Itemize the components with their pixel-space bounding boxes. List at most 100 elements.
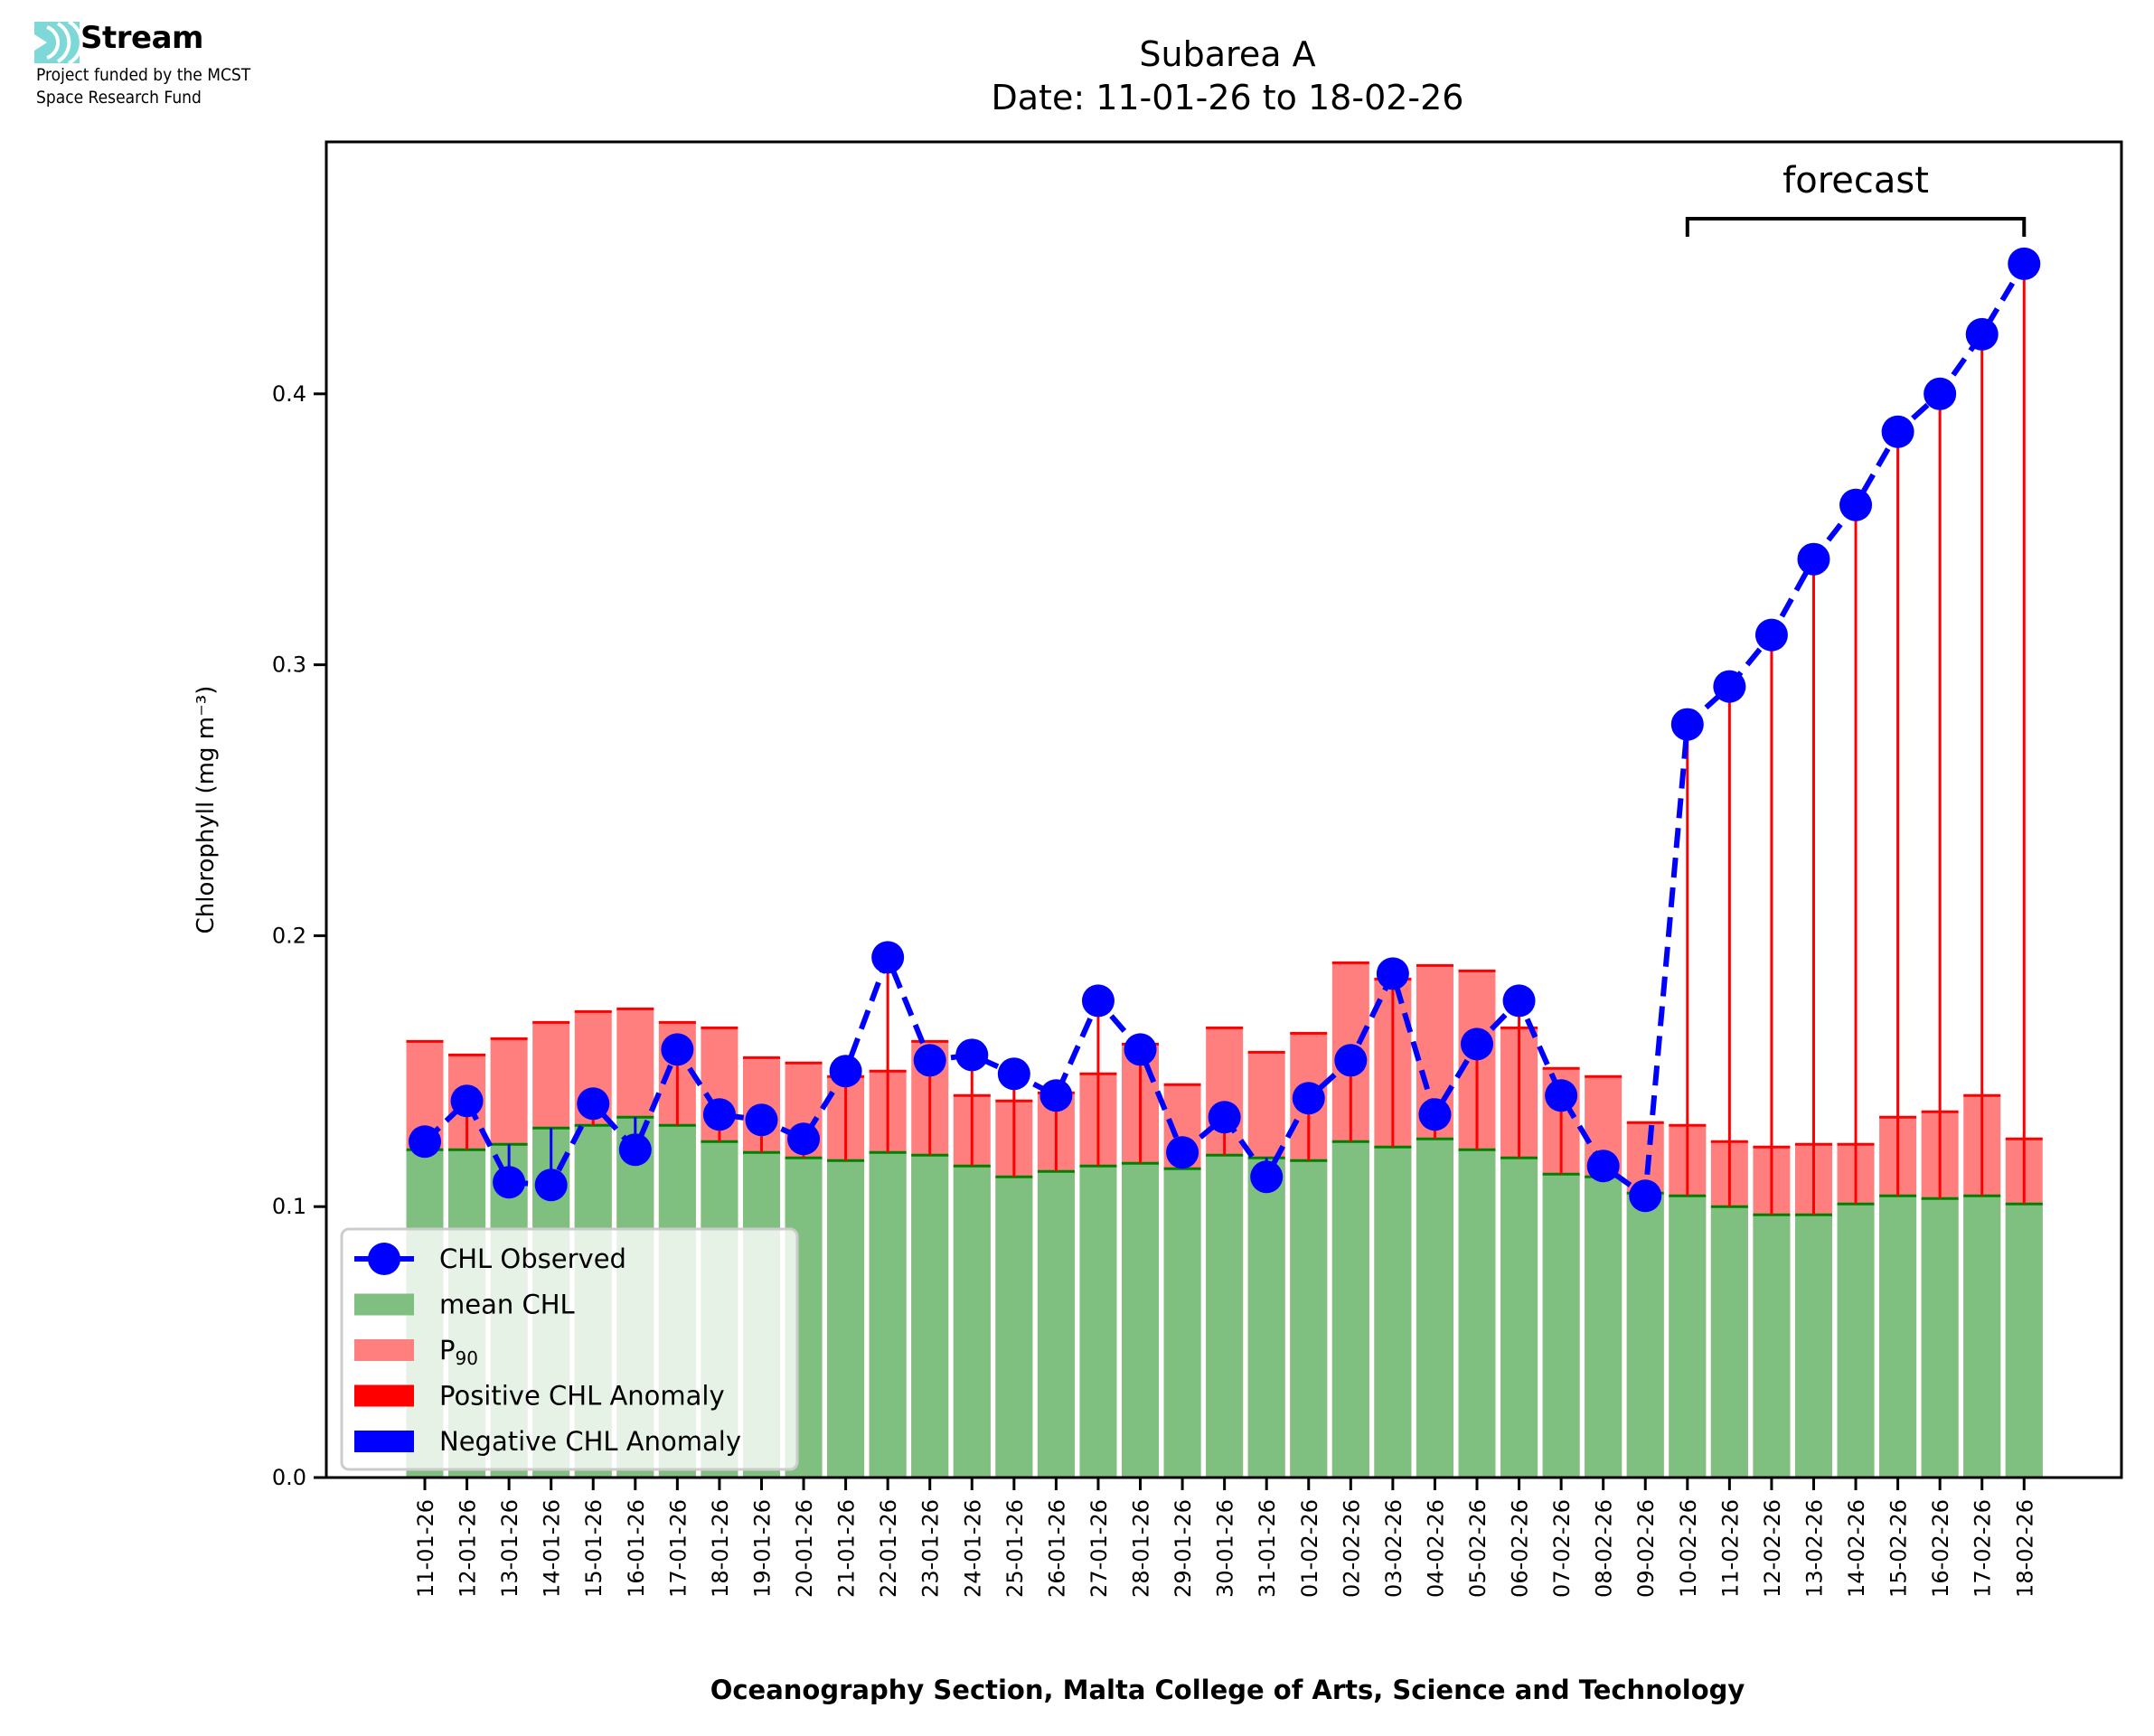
x-tick-label: 11-01-26 bbox=[413, 1499, 438, 1598]
mean-bar bbox=[911, 1155, 949, 1478]
x-tick-label: 29-01-26 bbox=[1171, 1499, 1196, 1598]
y-axis-label: Chlorophyll (mg m⁻³) bbox=[193, 686, 220, 934]
x-tick-label: 06-02-26 bbox=[1508, 1499, 1533, 1598]
mean-bar bbox=[1879, 1196, 1917, 1478]
observed-line-layer bbox=[409, 247, 2041, 1213]
legend-swatch bbox=[354, 1339, 414, 1361]
x-tick-label: 03-02-26 bbox=[1381, 1499, 1406, 1598]
mean-bar bbox=[1079, 1166, 1117, 1478]
forecast-annotation: forecast bbox=[1685, 160, 2027, 237]
observed-point bbox=[1124, 1033, 1157, 1066]
x-tick-label: 13-02-26 bbox=[1801, 1499, 1827, 1598]
mean-bar bbox=[1626, 1193, 1664, 1478]
mean-bar bbox=[1500, 1158, 1538, 1478]
mean-bar bbox=[995, 1177, 1033, 1478]
brand-name: Stream bbox=[80, 20, 203, 56]
observed-point bbox=[1376, 957, 1409, 990]
x-tick-label: 24-01-26 bbox=[960, 1499, 985, 1598]
x-tick-label: 04-02-26 bbox=[1423, 1499, 1448, 1598]
legend-label: mean CHL bbox=[439, 1290, 575, 1320]
observed-point bbox=[1334, 1044, 1368, 1077]
observed-point bbox=[1839, 488, 1873, 521]
x-axis: 11-01-26 12-01-26 13-01-26 14-01-26 15-01-26… bbox=[413, 1478, 2037, 1598]
legend-swatch bbox=[354, 1431, 414, 1452]
stream-logo-icon bbox=[34, 22, 80, 63]
x-tick-label: 20-01-26 bbox=[792, 1499, 817, 1598]
observed-point bbox=[1881, 415, 1914, 448]
x-tick-label: 14-02-26 bbox=[1844, 1499, 1869, 1598]
mean-bar bbox=[1837, 1204, 1875, 1478]
legend-swatch-observed-marker bbox=[368, 1243, 400, 1275]
x-tick-label: 02-02-26 bbox=[1339, 1499, 1364, 1598]
observed-point bbox=[702, 1098, 736, 1131]
x-tick-label: 07-02-26 bbox=[1549, 1499, 1575, 1598]
mean-bar bbox=[2005, 1204, 2043, 1478]
mean-bar bbox=[1542, 1174, 1580, 1478]
x-tick-label: 30-01-26 bbox=[1213, 1499, 1238, 1598]
observed-point bbox=[1586, 1150, 1620, 1183]
observed-point bbox=[829, 1055, 862, 1088]
mean-bar bbox=[1122, 1163, 1160, 1478]
mean-bar bbox=[1458, 1150, 1496, 1478]
x-tick-label: 17-02-26 bbox=[1971, 1499, 1996, 1598]
observed-point bbox=[1797, 542, 1830, 576]
mean-bar bbox=[953, 1166, 991, 1478]
observed-point bbox=[871, 941, 905, 974]
x-tick-label: 18-02-26 bbox=[2012, 1499, 2037, 1598]
x-tick-label: 27-01-26 bbox=[1086, 1499, 1112, 1598]
x-tick-label: 08-02-26 bbox=[1592, 1499, 1617, 1598]
legend-box bbox=[340, 1227, 799, 1471]
y-tick-label: 0.0 bbox=[272, 1465, 306, 1490]
observed-point bbox=[1713, 670, 1746, 703]
observed-point bbox=[1081, 984, 1115, 1018]
mean-bar bbox=[1921, 1198, 1959, 1478]
x-tick-label: 17-01-26 bbox=[665, 1499, 691, 1598]
observed-point bbox=[997, 1057, 1030, 1091]
observed-point bbox=[577, 1087, 610, 1121]
legend-label: Negative CHL Anomaly bbox=[439, 1426, 741, 1457]
observed-point bbox=[1924, 377, 1957, 410]
x-tick-label: 13-01-26 bbox=[497, 1499, 522, 1598]
chart-title-line2: Date: 11-01-26 to 18-02-26 bbox=[992, 78, 1464, 117]
mean-bar bbox=[1753, 1215, 1791, 1478]
observed-point bbox=[1208, 1101, 1241, 1134]
x-tick-label: 01-02-26 bbox=[1297, 1499, 1322, 1598]
x-tick-label: 15-02-26 bbox=[1886, 1499, 1912, 1598]
mean-bar bbox=[1037, 1171, 1075, 1478]
x-tick-label: 16-01-26 bbox=[624, 1499, 649, 1598]
y-tick-label: 0.3 bbox=[272, 652, 306, 678]
observed-point bbox=[1965, 317, 1999, 351]
observed-point bbox=[1039, 1079, 1073, 1112]
funding-note-line2: Space Research Fund bbox=[36, 88, 202, 108]
observed-point bbox=[1292, 1082, 1325, 1115]
funding-note-line1: Project funded by the MCST bbox=[36, 65, 251, 85]
observed-point bbox=[1670, 708, 1704, 741]
mean-bar bbox=[1374, 1147, 1412, 1478]
x-tick-label: 16-02-26 bbox=[1928, 1499, 1953, 1598]
mean-bar bbox=[1585, 1177, 1623, 1478]
y-tick-label: 0.2 bbox=[272, 923, 306, 948]
x-tick-label: 19-01-26 bbox=[749, 1499, 775, 1598]
observed-point bbox=[745, 1103, 778, 1137]
x-tick-label: 28-01-26 bbox=[1129, 1499, 1154, 1598]
x-tick-label: 09-02-26 bbox=[1633, 1499, 1659, 1598]
mean-bar bbox=[1710, 1206, 1748, 1478]
mean-bar bbox=[1963, 1196, 2001, 1478]
x-tick-label: 21-01-26 bbox=[834, 1499, 860, 1598]
legend-label-subscript: 90 bbox=[456, 1347, 478, 1369]
observed-point bbox=[1629, 1179, 1662, 1213]
x-tick-label: 10-02-26 bbox=[1676, 1499, 1701, 1598]
observed-point bbox=[1754, 618, 1788, 652]
observed-point bbox=[913, 1044, 946, 1077]
observed-point bbox=[618, 1133, 652, 1167]
x-tick-label: 25-01-26 bbox=[1002, 1499, 1028, 1598]
x-tick-label: 31-01-26 bbox=[1255, 1499, 1280, 1598]
x-tick-label: 26-01-26 bbox=[1044, 1499, 1069, 1598]
x-tick-label: 18-01-26 bbox=[708, 1499, 733, 1598]
mean-bar bbox=[1206, 1155, 1244, 1478]
mean-bar bbox=[1794, 1215, 1832, 1478]
observed-point bbox=[955, 1038, 989, 1072]
x-tick-label: 12-01-26 bbox=[456, 1499, 481, 1598]
observed-point bbox=[493, 1166, 526, 1199]
